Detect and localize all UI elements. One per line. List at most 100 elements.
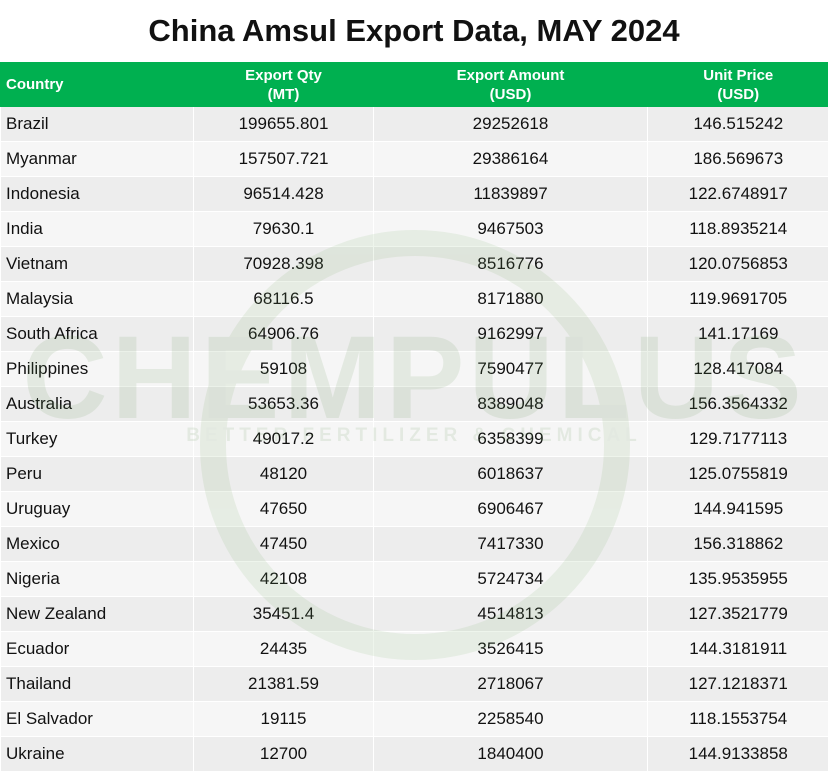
cell-export-qty: 42108 [193, 561, 374, 597]
table-row: Brazil 199655.801 29252618 146.515242 [0, 107, 828, 142]
cell-export-amount: 9162997 [373, 316, 648, 352]
cell-country: Philippines [0, 351, 194, 387]
table-row: Peru 48120 6018637 125.0755819 [0, 456, 828, 492]
cell-country: Uruguay [0, 491, 194, 527]
table-row: New Zealand 35451.4 4514813 127.3521779 [0, 596, 828, 632]
cell-export-amount: 6018637 [373, 456, 648, 492]
table-row: Uruguay 47650 6906467 144.941595 [0, 491, 828, 527]
table-header: Country Export Qty (MT) Export Amount (U… [0, 62, 828, 107]
cell-unit-price: 144.3181911 [647, 631, 828, 667]
cell-export-amount: 7590477 [373, 351, 648, 387]
column-header-country-label: Country [6, 76, 64, 93]
cell-export-amount: 6358399 [373, 421, 648, 457]
table-body: Brazil 199655.801 29252618 146.515242 Myanma… [0, 107, 828, 772]
cell-country: New Zealand [0, 596, 194, 632]
cell-export-qty: 68116.5 [193, 281, 374, 317]
cell-export-amount: 6906467 [373, 491, 648, 527]
column-header-export-amount: Export Amount (USD) [373, 62, 648, 107]
table-row: Ukraine 12700 1840400 144.9133858 [0, 736, 828, 772]
cell-unit-price: 129.7177113 [647, 421, 828, 457]
cell-export-qty: 49017.2 [193, 421, 374, 457]
table-row: Malaysia 68116.5 8171880 119.9691705 [0, 281, 828, 317]
cell-export-qty: 35451.4 [193, 596, 374, 632]
cell-export-qty: 47650 [193, 491, 374, 527]
cell-country: Thailand [0, 666, 194, 702]
cell-export-amount: 4514813 [373, 596, 648, 632]
cell-unit-price: 125.0755819 [647, 456, 828, 492]
table-row: Philippines 59108 7590477 128.417084 [0, 351, 828, 387]
table-row: El Salvador 19115 2258540 118.1553754 [0, 701, 828, 737]
cell-country: Myanmar [0, 141, 194, 177]
column-header-export-amount-line1: Export Amount [456, 66, 565, 84]
cell-unit-price: 146.515242 [647, 107, 828, 142]
cell-country: Indonesia [0, 176, 194, 212]
page-title: China Amsul Export Data, MAY 2024 [148, 13, 680, 48]
cell-unit-price: 186.569673 [647, 141, 828, 177]
cell-unit-price: 144.941595 [647, 491, 828, 527]
table-row: Thailand 21381.59 2718067 127.1218371 [0, 666, 828, 702]
column-header-export-amount-line2: (USD) [489, 85, 532, 103]
cell-export-amount: 2718067 [373, 666, 648, 702]
cell-export-amount: 7417330 [373, 526, 648, 562]
table-row: Vietnam 70928.398 8516776 120.0756853 [0, 246, 828, 282]
table-row: South Africa 64906.76 9162997 141.17169 [0, 316, 828, 352]
cell-country: Malaysia [0, 281, 194, 317]
column-header-unit-price: Unit Price (USD) [647, 62, 828, 107]
cell-unit-price: 156.318862 [647, 526, 828, 562]
cell-export-qty: 59108 [193, 351, 374, 387]
table-row: Turkey 49017.2 6358399 129.7177113 [0, 421, 828, 457]
cell-export-qty: 19115 [193, 701, 374, 737]
cell-unit-price: 144.9133858 [647, 736, 828, 772]
table-row: Nigeria 42108 5724734 135.9535955 [0, 561, 828, 597]
column-header-export-qty-line2: (MT) [267, 85, 300, 103]
cell-export-qty: 96514.428 [193, 176, 374, 212]
cell-unit-price: 127.1218371 [647, 666, 828, 702]
cell-country: El Salvador [0, 701, 194, 737]
cell-unit-price: 127.3521779 [647, 596, 828, 632]
cell-export-amount: 29386164 [373, 141, 648, 177]
cell-export-amount: 8389048 [373, 386, 648, 422]
cell-export-qty: 79630.1 [193, 211, 374, 247]
table-row: Ecuador 24435 3526415 144.3181911 [0, 631, 828, 667]
cell-export-amount: 8516776 [373, 246, 648, 282]
cell-country: India [0, 211, 194, 247]
cell-export-qty: 12700 [193, 736, 374, 772]
cell-export-qty: 53653.36 [193, 386, 374, 422]
column-header-export-qty-line1: Export Qty [245, 66, 322, 84]
column-header-country: Country [0, 62, 194, 107]
cell-unit-price: 120.0756853 [647, 246, 828, 282]
cell-export-amount: 3526415 [373, 631, 648, 667]
cell-unit-price: 118.1553754 [647, 701, 828, 737]
table-row: Indonesia 96514.428 11839897 122.6748917 [0, 176, 828, 212]
cell-unit-price: 135.9535955 [647, 561, 828, 597]
table-row: Myanmar 157507.721 29386164 186.569673 [0, 141, 828, 177]
column-header-unit-price-line2: (USD) [717, 85, 760, 103]
cell-country: Ukraine [0, 736, 194, 772]
cell-country: Peru [0, 456, 194, 492]
cell-unit-price: 156.3564332 [647, 386, 828, 422]
cell-country: Vietnam [0, 246, 194, 282]
cell-country: Turkey [0, 421, 194, 457]
column-header-export-qty: Export Qty (MT) [193, 62, 374, 107]
cell-export-qty: 70928.398 [193, 246, 374, 282]
export-data-table: Country Export Qty (MT) Export Amount (U… [0, 62, 828, 772]
table-row: India 79630.1 9467503 118.8935214 [0, 211, 828, 247]
cell-country: South Africa [0, 316, 194, 352]
cell-export-qty: 48120 [193, 456, 374, 492]
cell-export-amount: 8171880 [373, 281, 648, 317]
cell-export-qty: 21381.59 [193, 666, 374, 702]
cell-export-qty: 199655.801 [193, 107, 374, 142]
cell-export-qty: 64906.76 [193, 316, 374, 352]
cell-unit-price: 128.417084 [647, 351, 828, 387]
cell-export-amount: 2258540 [373, 701, 648, 737]
cell-country: Nigeria [0, 561, 194, 597]
cell-export-amount: 5724734 [373, 561, 648, 597]
cell-unit-price: 119.9691705 [647, 281, 828, 317]
cell-export-amount: 11839897 [373, 176, 648, 212]
cell-export-qty: 24435 [193, 631, 374, 667]
cell-unit-price: 141.17169 [647, 316, 828, 352]
cell-export-amount: 29252618 [373, 107, 648, 142]
cell-unit-price: 122.6748917 [647, 176, 828, 212]
cell-country: Ecuador [0, 631, 194, 667]
cell-country: Mexico [0, 526, 194, 562]
